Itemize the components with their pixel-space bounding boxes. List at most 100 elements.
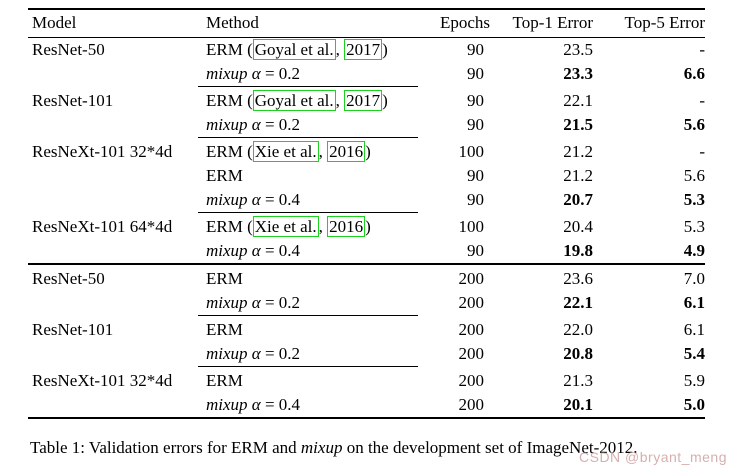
results-table-container: Model Method Epochs Top-1 Error Top-5 Er… bbox=[28, 8, 705, 419]
method-cell: mixup α = 0.2 bbox=[198, 342, 418, 367]
method-cell: mixup α = 0.4 bbox=[198, 188, 418, 213]
epochs-cell: 90 bbox=[467, 115, 484, 134]
method-text: = 0.4 bbox=[260, 395, 301, 414]
method-cell: mixup α = 0.2 bbox=[198, 62, 418, 87]
epochs-cell: 100 bbox=[458, 217, 485, 236]
method-text: ) bbox=[365, 217, 371, 236]
model-cell bbox=[28, 113, 198, 138]
top5-error-cell: 6.6 bbox=[683, 64, 705, 83]
citation-separator: , bbox=[318, 142, 328, 161]
caption-text: Table 1: Validation errors for ERM and bbox=[30, 438, 301, 457]
method-text: ERM bbox=[206, 269, 243, 288]
epochs-cell: 200 bbox=[458, 320, 485, 339]
top5-error-cell: 6.1 bbox=[683, 293, 705, 312]
citation-link[interactable]: Goyal et al. bbox=[252, 90, 336, 111]
citation-year-link[interactable]: 2017 bbox=[344, 39, 383, 60]
table-row: ResNeXt-101 64*4d ERM (Xie et al., 2016)… bbox=[28, 212, 705, 239]
table-row: mixup α = 0.4 200 20.1 5.0 bbox=[28, 393, 705, 418]
method-text: ERM ( bbox=[206, 142, 253, 161]
method-cell: ERM (Goyal et al., 2017) bbox=[198, 86, 418, 113]
table-row: ResNet-50 ERM (Goyal et al., 2017) 90 23… bbox=[28, 38, 705, 63]
method-text: ERM ( bbox=[206, 217, 253, 236]
mixup-method-text: mixup α bbox=[206, 395, 261, 414]
model-cell bbox=[28, 164, 198, 188]
mixup-method-text: mixup α bbox=[206, 344, 261, 363]
top5-error-cell: 5.9 bbox=[683, 371, 705, 390]
method-text: ERM bbox=[206, 371, 243, 390]
model-cell bbox=[28, 239, 198, 264]
method-text: ERM ( bbox=[206, 91, 253, 110]
method-text: = 0.2 bbox=[260, 293, 301, 312]
citation-link[interactable]: Goyal et al. bbox=[252, 39, 336, 60]
model-cell bbox=[28, 62, 198, 87]
method-cell: ERM bbox=[198, 264, 418, 291]
citation-separator: , bbox=[335, 91, 345, 110]
top1-error-cell: 20.4 bbox=[563, 217, 593, 236]
method-text: = 0.2 bbox=[260, 115, 301, 134]
mixup-method-text: mixup α bbox=[206, 293, 261, 312]
citation-link[interactable]: Xie et al. bbox=[252, 141, 319, 162]
epochs-cell: 90 bbox=[467, 241, 484, 260]
model-cell: ResNet-50 bbox=[32, 40, 105, 59]
mixup-method-text: mixup α bbox=[206, 190, 261, 209]
top1-error-cell: 19.8 bbox=[563, 241, 593, 260]
method-text: = 0.4 bbox=[260, 190, 301, 209]
top1-error-cell: 21.5 bbox=[563, 115, 593, 134]
top5-error-cell: 7.0 bbox=[683, 269, 705, 288]
method-text: ) bbox=[382, 40, 388, 59]
caption-text: on the development set of ImageNet-2012. bbox=[342, 438, 638, 457]
table-row: mixup α = 0.2 90 21.5 5.6 bbox=[28, 113, 705, 138]
top1-error-cell: 21.2 bbox=[563, 142, 593, 161]
method-text: = 0.2 bbox=[260, 64, 301, 83]
method-cell: mixup α = 0.4 bbox=[198, 393, 418, 418]
citation-separator: , bbox=[335, 40, 345, 59]
top1-error-cell: 23.5 bbox=[563, 40, 593, 59]
method-cell: mixup α = 0.2 bbox=[198, 113, 418, 138]
epochs-cell: 90 bbox=[467, 166, 484, 185]
citation-year-link[interactable]: 2017 bbox=[344, 90, 383, 111]
top1-error-cell: 23.3 bbox=[563, 64, 593, 83]
header-row: Model Method Epochs Top-1 Error Top-5 Er… bbox=[28, 9, 705, 38]
method-text: ) bbox=[365, 142, 371, 161]
method-cell: ERM (Goyal et al., 2017) bbox=[198, 38, 418, 63]
method-cell: ERM (Xie et al., 2016) bbox=[198, 137, 418, 164]
table-row: ResNet-101 ERM 200 22.0 6.1 bbox=[28, 315, 705, 342]
column-header-top1-error: Top-1 Error bbox=[490, 9, 593, 38]
top1-error-cell: 22.1 bbox=[563, 91, 593, 110]
epochs-cell: 200 bbox=[458, 293, 485, 312]
table-row: ResNeXt-101 32*4d ERM 200 21.3 5.9 bbox=[28, 366, 705, 393]
top1-error-cell: 20.8 bbox=[563, 344, 593, 363]
top1-error-cell: 23.6 bbox=[563, 269, 593, 288]
top5-error-cell: - bbox=[699, 91, 705, 110]
top5-error-cell: 5.6 bbox=[683, 166, 705, 185]
epochs-cell: 90 bbox=[467, 190, 484, 209]
csdn-watermark: CSDN @bryant_meng bbox=[579, 449, 727, 465]
top1-error-cell: 21.2 bbox=[563, 166, 593, 185]
citation-year-link[interactable]: 2016 bbox=[327, 141, 366, 162]
model-cell: ResNet-101 bbox=[32, 320, 114, 339]
epochs-cell: 200 bbox=[458, 395, 485, 414]
model-cell: ResNeXt-101 32*4d bbox=[32, 371, 173, 390]
model-cell bbox=[28, 393, 198, 418]
epochs-cell: 200 bbox=[458, 269, 485, 288]
citation-link[interactable]: Xie et al. bbox=[252, 216, 319, 237]
column-header-top5-error: Top-5 Error bbox=[593, 9, 705, 38]
epochs-cell: 200 bbox=[458, 371, 485, 390]
method-text: ERM bbox=[206, 166, 243, 185]
top5-error-cell: 5.3 bbox=[683, 190, 705, 209]
top1-error-cell: 22.0 bbox=[563, 320, 593, 339]
epochs-cell: 90 bbox=[467, 40, 484, 59]
model-cell: ResNeXt-101 64*4d bbox=[32, 217, 173, 236]
method-text: = 0.2 bbox=[260, 344, 301, 363]
table-row: mixup α = 0.2 200 20.8 5.4 bbox=[28, 342, 705, 367]
top5-error-cell: 5.6 bbox=[683, 115, 705, 134]
model-cell: ResNet-50 bbox=[32, 269, 105, 288]
top1-error-cell: 20.7 bbox=[563, 190, 593, 209]
citation-year-link[interactable]: 2016 bbox=[327, 216, 366, 237]
model-cell bbox=[28, 188, 198, 213]
model-cell bbox=[28, 291, 198, 316]
top5-error-cell: 4.9 bbox=[683, 241, 705, 260]
table-row: mixup α = 0.2 90 23.3 6.6 bbox=[28, 62, 705, 87]
epochs-cell: 90 bbox=[467, 64, 484, 83]
mixup-method-text: mixup α bbox=[206, 115, 261, 134]
